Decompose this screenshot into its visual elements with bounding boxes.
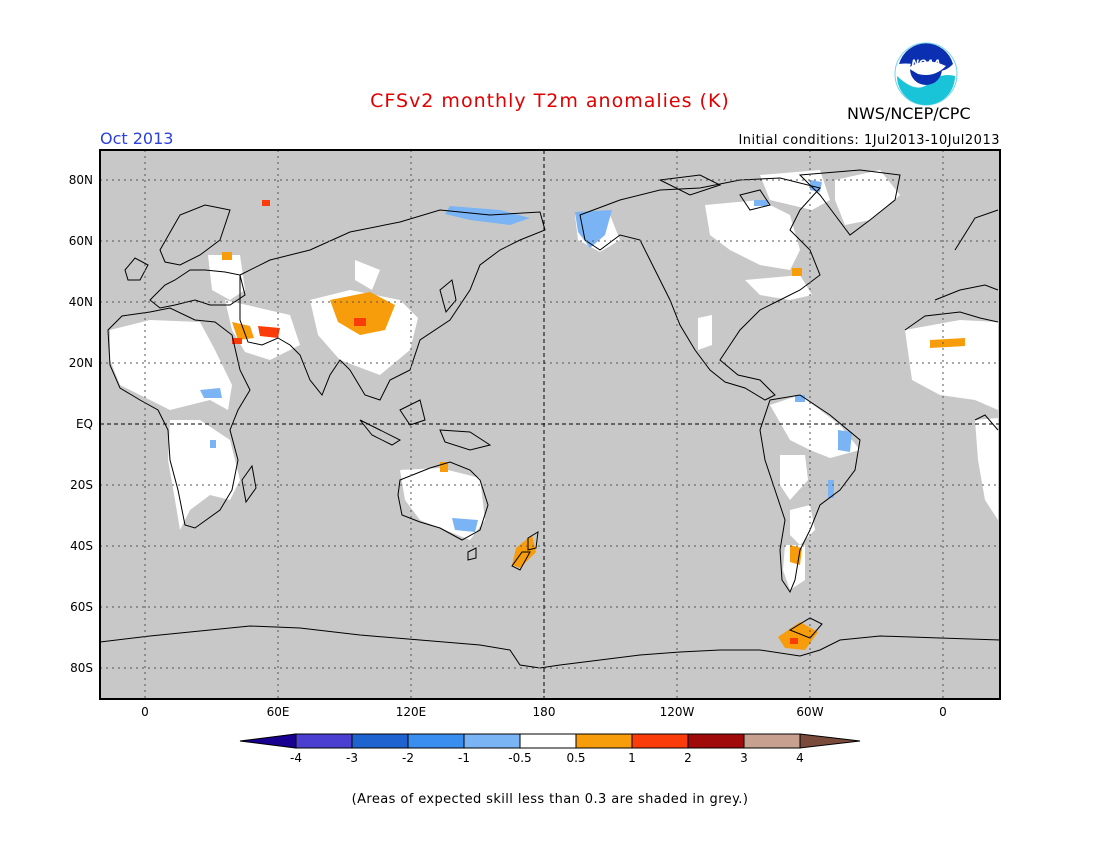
colorbar-bin <box>295 733 353 749</box>
org-label: NWS/NCEP/CPC <box>847 104 971 123</box>
map-frame <box>99 149 1001 700</box>
colorbar <box>239 733 861 749</box>
lon-label: 0 <box>939 705 947 719</box>
lon-label: 60W <box>796 705 823 719</box>
lon-label: 180 <box>533 705 556 719</box>
longitude-labels: 0 60E 120E 180 120W 60W 0 <box>141 705 947 719</box>
colorbar-labels: -4 -3 -2 -1 -0.5 0.5 1 2 3 4 <box>290 751 804 765</box>
coastlines <box>100 169 1000 699</box>
colorbar-bin <box>463 733 521 749</box>
colorbar-label: 0.5 <box>566 751 585 765</box>
lat-label: 80S <box>70 661 93 675</box>
lat-label: 80N <box>69 173 93 187</box>
colorbar-bin <box>407 733 465 749</box>
colorbar-low-arrow <box>239 733 297 749</box>
colorbar-high-arrow <box>799 733 861 749</box>
lon-label: 120E <box>396 705 427 719</box>
lon-label: 0 <box>141 705 149 719</box>
initial-conditions: Initial conditions: 1Jul2013-10Jul2013 <box>738 133 1000 148</box>
colorbar-label: 2 <box>684 751 692 765</box>
colorbar-label: -3 <box>346 751 358 765</box>
footnote: (Areas of expected skill less than 0.3 a… <box>351 792 749 807</box>
colorbar-bin <box>351 733 409 749</box>
colorbar-label: -1 <box>458 751 470 765</box>
lat-label: 60S <box>70 600 93 614</box>
lat-label: 20N <box>69 356 93 370</box>
colorbar-label: 3 <box>740 751 748 765</box>
equator-dateline <box>100 150 1000 699</box>
lat-label: 60N <box>69 234 93 248</box>
colorbar-label: 1 <box>628 751 636 765</box>
noaa-logo: NOAA <box>894 42 958 106</box>
colorbar-bin <box>519 733 577 749</box>
lat-label: 20S <box>70 478 93 492</box>
latitude-labels: 80N 60N 40N 20N EQ 20S 40S 60S 80S <box>69 173 93 675</box>
colorbar-bin <box>687 733 745 749</box>
hot-anomalies <box>232 200 798 644</box>
colorbar-bin <box>743 733 801 749</box>
colorbar-label: -0.5 <box>508 751 531 765</box>
lon-label: 120W <box>660 705 695 719</box>
warm-anomalies <box>222 252 965 650</box>
noaa-logo-text: NOAA <box>911 59 940 69</box>
colorbar-bin <box>631 733 689 749</box>
graticule <box>100 150 1000 699</box>
lon-label: 60E <box>267 705 290 719</box>
lat-label: EQ <box>76 417 93 431</box>
colorbar-bin <box>575 733 633 749</box>
lat-label: 40N <box>69 295 93 309</box>
colorbar-label: 4 <box>796 751 804 765</box>
lat-label: 40S <box>70 539 93 553</box>
valid-month: Oct 2013 <box>100 129 174 148</box>
colorbar-label: -2 <box>402 751 414 765</box>
anomaly-map: 80N 60N 40N 20N EQ 20S 40S 60S 80S 0 60E… <box>69 149 1001 765</box>
page-title: CFSv2 monthly T2m anomalies (K) <box>370 90 730 112</box>
colorbar-label: -4 <box>290 751 302 765</box>
